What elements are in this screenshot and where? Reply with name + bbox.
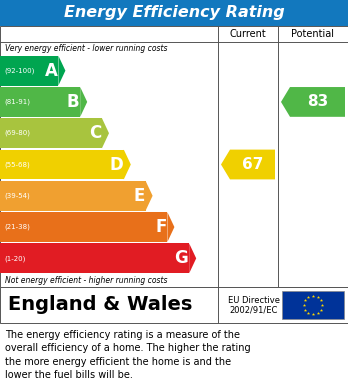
Bar	[0, 0, 348, 26]
Text: 67: 67	[242, 157, 263, 172]
Text: C: C	[89, 124, 101, 142]
Text: England & Wales: England & Wales	[8, 296, 192, 314]
Text: (55-68): (55-68)	[4, 161, 30, 168]
Bar	[0, 287, 348, 323]
Text: E: E	[133, 187, 145, 205]
Text: G: G	[174, 249, 188, 267]
Text: Very energy efficient - lower running costs: Very energy efficient - lower running co…	[5, 44, 167, 53]
Text: Current: Current	[230, 29, 266, 39]
Text: Energy Efficiency Rating: Energy Efficiency Rating	[64, 5, 284, 20]
Polygon shape	[221, 150, 275, 179]
Bar	[0, 244, 189, 273]
Polygon shape	[124, 150, 131, 179]
Text: Not energy efficient - higher running costs: Not energy efficient - higher running co…	[5, 276, 167, 285]
Text: Potential: Potential	[292, 29, 334, 39]
Text: (81-91): (81-91)	[4, 99, 30, 105]
Text: (1-20): (1-20)	[4, 255, 25, 262]
Text: EU Directive: EU Directive	[228, 296, 280, 305]
Text: The energy efficiency rating is a measure of the
overall efficiency of a home. T: The energy efficiency rating is a measur…	[5, 330, 251, 380]
Bar	[0, 26, 348, 287]
Text: F: F	[155, 218, 166, 236]
Text: (39-54): (39-54)	[4, 192, 30, 199]
Text: A: A	[45, 62, 57, 80]
Text: (21-38): (21-38)	[4, 224, 30, 230]
Text: (92-100): (92-100)	[4, 67, 34, 74]
Text: 2002/91/EC: 2002/91/EC	[230, 306, 278, 315]
Text: (69-80): (69-80)	[4, 130, 30, 136]
Text: 83: 83	[307, 95, 328, 109]
Bar	[0, 118, 102, 148]
Polygon shape	[281, 87, 345, 117]
Bar	[282, 291, 344, 319]
Bar	[0, 150, 124, 179]
Text: B: B	[66, 93, 79, 111]
Polygon shape	[58, 56, 65, 86]
Polygon shape	[102, 118, 109, 148]
Polygon shape	[167, 212, 174, 242]
Polygon shape	[145, 181, 153, 211]
Bar	[0, 56, 58, 86]
Text: D: D	[109, 156, 123, 174]
Bar	[0, 87, 80, 117]
Bar	[0, 212, 167, 242]
Polygon shape	[189, 244, 196, 273]
Polygon shape	[80, 87, 87, 117]
Bar	[0, 181, 145, 211]
